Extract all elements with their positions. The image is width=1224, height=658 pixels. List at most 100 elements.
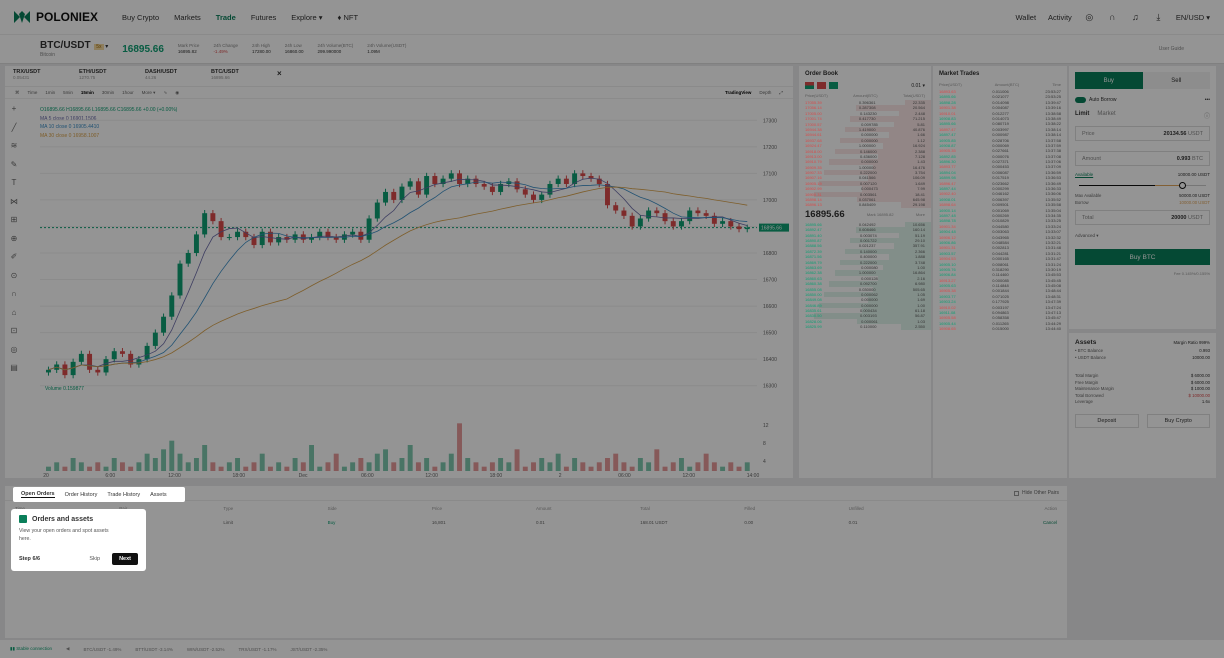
- user-icon[interactable]: ◎: [1085, 11, 1094, 22]
- trendline-icon[interactable]: ╱: [11, 122, 17, 132]
- buy-crypto-button[interactable]: Buy Crypto: [1146, 413, 1210, 428]
- tour-skip-button[interactable]: Skip: [89, 556, 101, 562]
- support-icon[interactable]: ∩: [1109, 12, 1116, 22]
- announcement-icon[interactable]: ◀: [65, 646, 70, 651]
- order-book-row[interactable]: 16828.06 0.000061 1.03: [799, 318, 931, 325]
- depth-toggle[interactable]: Depth: [759, 90, 772, 95]
- user-guide-link[interactable]: User Guide: [1158, 46, 1184, 52]
- order-book-row[interactable]: 16905.19 0.007120 1.649: [799, 180, 931, 187]
- order-book-row[interactable]: 16907.33 0.222000 3.754: [799, 170, 931, 176]
- interval-5min[interactable]: 5min: [63, 90, 73, 95]
- order-book-row[interactable]: 16909.35 1.000000 16.476: [799, 164, 931, 171]
- text-icon[interactable]: T: [11, 178, 17, 187]
- order-book-row[interactable]: 17056.14 0.287308 20.564: [799, 105, 931, 111]
- auto-borrow-toggle[interactable]: [1075, 97, 1086, 103]
- order-book-row[interactable]: 16944.38 1.419000 40.876: [799, 126, 931, 133]
- nav-trade[interactable]: Trade: [215, 12, 236, 22]
- book-both-view-icon[interactable]: [805, 82, 814, 89]
- nav-explore[interactable]: Explore ▾: [291, 12, 323, 22]
- interval-time[interactable]: Time: [27, 90, 38, 95]
- lock-icon[interactable]: ⊡: [10, 326, 18, 335]
- fib-icon[interactable]: ≋: [10, 141, 18, 150]
- order-book-row[interactable]: 16872.39 0.140000 2.366: [799, 248, 931, 255]
- order-book-row[interactable]: 16900.31 0.003561 18.41: [799, 191, 931, 198]
- order-book-row[interactable]: 16855.08 0.030000 505.65: [799, 286, 931, 292]
- order-book-row[interactable]: 16830.50 0.003193 56.87: [799, 313, 931, 319]
- magnet-icon[interactable]: ∩: [11, 289, 17, 298]
- download-icon[interactable]: ⤓: [1156, 11, 1161, 22]
- order-book-row[interactable]: 16918.00 0.146000 2.388: [799, 148, 931, 154]
- precision-select[interactable]: 0.01 ▾: [911, 82, 925, 89]
- footer-ticker[interactable]: TRX/USDT -1.17%: [238, 646, 277, 652]
- order-book-row[interactable]: 16891.40 0.003074 51.19: [799, 232, 931, 238]
- order-book-row[interactable]: 16862.38 1.000000 16.864: [799, 270, 931, 276]
- wallet-link[interactable]: Wallet: [1015, 12, 1037, 22]
- buy-tab[interactable]: Buy: [1075, 72, 1143, 89]
- order-book-row[interactable]: 17005.00 0.143230 2.448: [799, 110, 931, 117]
- brand-logo[interactable]: POLONIEX: [14, 10, 98, 24]
- order-book-row[interactable]: 16860.38 0.092700 6.980: [799, 281, 931, 287]
- nav-buy-crypto[interactable]: Buy Crypto: [122, 12, 160, 22]
- advanced-toggle[interactable]: Advanced ▾: [1075, 233, 1099, 238]
- nav-markets[interactable]: Markets: [174, 12, 201, 22]
- total-field[interactable]: Total 20000 USDT: [1075, 210, 1210, 225]
- order-book-row[interactable]: 16863.69 0.000080 1.00: [799, 264, 931, 271]
- order-book-row[interactable]: 17001.74 0.417730 71.215: [799, 116, 931, 122]
- order-book-row[interactable]: 17055.39 0.396361 22.335: [799, 100, 931, 106]
- hide-pairs-checkbox[interactable]: [1014, 490, 1020, 496]
- fullscreen-icon[interactable]: ⤢: [779, 90, 783, 95]
- order-book-row[interactable]: 17000.57 0.009785 5.81: [799, 121, 931, 127]
- order-book-row[interactable]: 16869.79 0.222000 3.748: [799, 259, 931, 265]
- order-book-row[interactable]: 16850.00 0.000062 1.05: [799, 291, 931, 298]
- amount-field[interactable]: Amount 0.993 BTC: [1075, 151, 1210, 166]
- pair-tab-eth[interactable]: ETH/USDT 1270.75: [79, 69, 107, 80]
- interval-1hour[interactable]: 1hour: [122, 90, 134, 95]
- order-book-row[interactable]: 16944.61 0.000000 1.66: [799, 132, 931, 138]
- order-book-row[interactable]: 16871.56 0.400000 1.888: [799, 254, 931, 260]
- pencil-icon[interactable]: ✐: [10, 252, 18, 261]
- zoom-icon[interactable]: ⊙: [10, 270, 18, 280]
- more-options-icon[interactable]: •••: [1204, 97, 1210, 103]
- pair-tab-dash[interactable]: DASH/USDT 44.26: [145, 69, 178, 80]
- footer-ticker[interactable]: BTT/USDT -3.14%: [135, 646, 173, 652]
- order-book-row[interactable]: 16892.47 0.608466 160.14: [799, 227, 931, 233]
- book-bids-view-icon[interactable]: [829, 82, 838, 89]
- info-icon[interactable]: ⓘ: [1203, 114, 1210, 120]
- activity-link[interactable]: Activity: [1048, 12, 1072, 22]
- fibonacci-circle-icon[interactable]: ⊕: [10, 233, 18, 243]
- tradingview-toggle[interactable]: TradingView: [724, 90, 752, 95]
- eye-icon[interactable]: ◎: [10, 344, 18, 354]
- order-book-row[interactable]: 16860.63 0.000128 2.16: [799, 275, 931, 282]
- interval-30min[interactable]: 30min: [101, 90, 115, 95]
- notification-bell-icon[interactable]: ♫: [1131, 12, 1139, 22]
- order-book-row[interactable]: 16835.61 0.000434 61.18: [799, 308, 931, 314]
- order-book-row[interactable]: 16849.08 0.000000 1.69: [799, 297, 931, 303]
- order-book-row[interactable]: 16825.99 0.110000 2.550: [799, 324, 931, 330]
- order-book-row[interactable]: 16937.68 0.000000 1.12: [799, 137, 931, 144]
- order-book-row[interactable]: 16902.99 0.000473 7.99: [799, 186, 931, 192]
- lock-drawing-icon[interactable]: ⌂: [11, 307, 17, 317]
- interval-1min[interactable]: 1min: [45, 90, 56, 95]
- tour-tab-open-orders[interactable]: Open Orders: [21, 491, 55, 498]
- crosshair-icon[interactable]: +: [11, 104, 17, 113]
- tour-tab-assets[interactable]: Assets: [150, 491, 167, 498]
- order-book-row[interactable]: 16907.16 0.041566 106.09: [799, 175, 931, 181]
- more-link[interactable]: More: [915, 212, 925, 218]
- order-book-row[interactable]: 16890.87 0.001722 29.10: [799, 237, 931, 244]
- camera-icon[interactable]: ◉: [175, 89, 180, 95]
- pair-selector[interactable]: BTC/USDT 5x ▾ Bitcoin: [40, 40, 108, 58]
- ruler-icon[interactable]: ⊞: [10, 215, 18, 224]
- pattern-icon[interactable]: ⋈: [10, 196, 18, 206]
- order-book-row[interactable]: 16888.56 0.021237 357.91: [799, 243, 931, 249]
- footer-ticker[interactable]: BTC/USDT -1.49%: [83, 646, 122, 652]
- amount-slider[interactable]: [1079, 181, 1206, 191]
- nav-nft[interactable]: ♦ NFT: [337, 12, 359, 22]
- order-book-row[interactable]: 16896.13 0.845409 29.198: [799, 202, 931, 208]
- brush-icon[interactable]: ✎: [10, 159, 18, 169]
- order-book-row[interactable]: 16895.66 0.042492 10.656: [799, 221, 931, 228]
- price-chart[interactable]: 1730017200171001700016900168001670016600…: [5, 99, 793, 478]
- language-currency-selector[interactable]: EN/USD ▾: [1175, 12, 1210, 22]
- interval-15min[interactable]: 15min: [80, 90, 94, 95]
- deposit-button[interactable]: Deposit: [1075, 413, 1139, 428]
- order-book-row[interactable]: 16913.00 0.436000 7.128: [799, 153, 931, 160]
